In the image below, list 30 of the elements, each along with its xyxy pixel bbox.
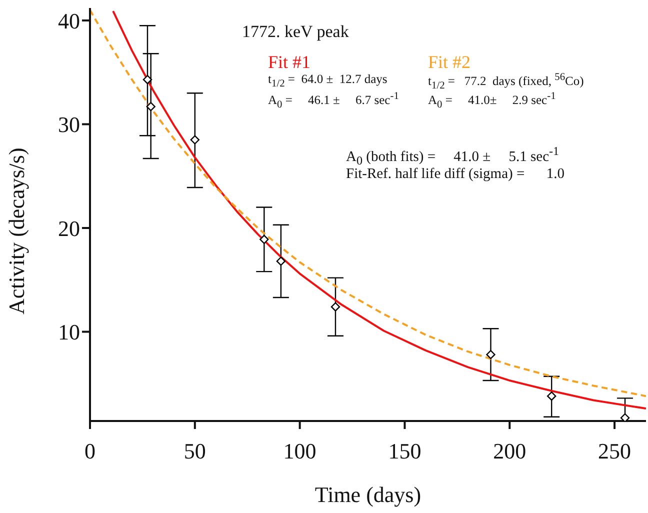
annotation: t$_{1/2}$ = 77.2 days (fixed, $^{56}$Co) xyxy=(428,72,584,92)
y-tick-label: 20 xyxy=(58,216,80,241)
x-axis-title: Time (days) xyxy=(314,482,422,507)
point xyxy=(260,234,269,244)
annotation: 1772. keV peak xyxy=(242,22,349,42)
x-tick-label: 250 xyxy=(598,438,632,464)
text: Fit #1 xyxy=(268,52,311,72)
point xyxy=(546,391,556,401)
x-tick-label: 0 xyxy=(84,438,96,464)
annotation: Fit-Ref. half life diff (sigma) = 1.0 xyxy=(346,166,565,183)
point xyxy=(190,135,200,144)
x-tick-label: 100 xyxy=(283,438,316,464)
annotation: t$_{1/2}$ = 64.0 ± 12.7 days xyxy=(268,72,388,90)
y-tick-label: 30 xyxy=(58,112,80,138)
point xyxy=(146,102,156,112)
x-tick-label: 150 xyxy=(388,438,422,464)
y-tick-label: 40 xyxy=(58,8,80,34)
y-tick-label: 10 xyxy=(58,320,80,345)
point xyxy=(486,350,496,360)
x-tick-label: 200 xyxy=(493,438,526,464)
point xyxy=(276,256,286,266)
text: Fit #2 xyxy=(428,52,471,72)
annotation: A$_{0}$ (both fits) = 41.0 ± 5.1 sec$^{-1}$ xyxy=(346,144,560,168)
y-axis-title: Activity (decays/s) xyxy=(4,148,29,314)
annotation: A$_{0}$ = 46.1 ± 6.7 sec$^{-1}$ xyxy=(268,91,399,111)
point xyxy=(620,413,630,421)
point xyxy=(330,302,340,312)
point xyxy=(142,75,152,84)
x-tick-label: 50 xyxy=(184,438,206,464)
annotation: A$_{0}$ = 41.0± 2.9 sec$^{-1}$ xyxy=(428,91,556,111)
